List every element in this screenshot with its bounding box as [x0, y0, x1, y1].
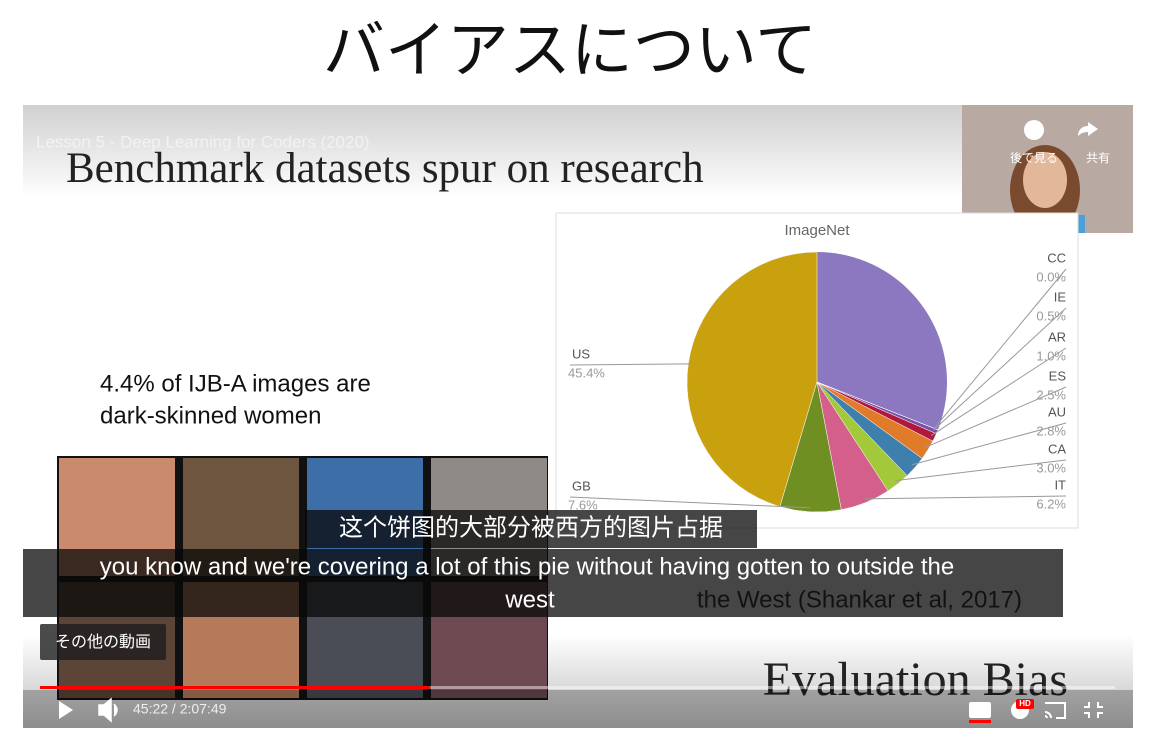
caption-english: west [504, 586, 555, 613]
pie-value-label: 0.5% [1036, 308, 1066, 323]
hd-badge [1016, 699, 1034, 709]
pie-value-label: 45.4% [568, 365, 605, 380]
caption-box [305, 510, 757, 548]
more-videos-button[interactable] [40, 624, 166, 660]
video-player[interactable]: Lesson 5 - Deep Learning for Coders (202… [23, 105, 1133, 728]
caption-box [23, 549, 1063, 617]
pie-slice [686, 251, 818, 507]
time-display: 45:22 / 2:07:49 [133, 701, 227, 717]
subtitles-active [969, 720, 991, 723]
play-button[interactable] [59, 701, 73, 719]
leader-line [924, 386, 1067, 449]
pie-slice [816, 381, 938, 431]
pie-value-label: 6.2% [1036, 496, 1066, 511]
pie-chart: ImageNet US 45.4% GB 7.6% IT 6.2% CA 3.0% AU 2.8%… [555, 212, 1079, 529]
video-title[interactable]: Lesson 5 - Deep Learning for Coders (202… [36, 132, 370, 151]
leader-line [911, 422, 1067, 466]
subtitles-button[interactable] [969, 702, 991, 718]
caption-chinese: 这个饼图的大部分被西方的图片占据 [339, 514, 723, 541]
chart-title: ImageNet [784, 222, 850, 239]
exit-fullscreen-button[interactable] [1084, 702, 1103, 718]
pie-label: AR [1048, 329, 1066, 344]
progress-track[interactable] [40, 686, 1115, 689]
progress-played[interactable] [40, 686, 430, 689]
pie-value-label: 2.8% [1036, 423, 1066, 438]
pie-label: GB [572, 478, 591, 493]
pie-label: US [572, 346, 590, 361]
watch-later-icon[interactable] [1024, 120, 1044, 140]
slide-footer: Evaluation Bias [763, 653, 1068, 706]
watch-later-label[interactable]: 後で見る [1010, 151, 1058, 165]
pie-value-label: 7.6% [568, 497, 598, 512]
pie-label: AU [1048, 404, 1066, 419]
caption-english: you know and we're covering a lot of thi… [100, 553, 954, 580]
pie-label: CA [1048, 441, 1066, 456]
slide-note: 4.4% of IJB-A images are [100, 370, 371, 397]
slide-note: dark-skinned women [100, 402, 321, 429]
leader-line [933, 307, 1067, 431]
leader-line [895, 459, 1067, 482]
leader-line [569, 363, 693, 366]
page-title: バイアスについて [323, 16, 817, 85]
pie-label: ES [1049, 368, 1067, 383]
hd-label: HD [1019, 699, 1031, 708]
leader-line [930, 347, 1067, 437]
controls-bg [23, 690, 1133, 728]
pie-value-label: 2.5% [1036, 387, 1066, 402]
pie-label: CC [1047, 250, 1066, 265]
pie-value-label: 3.0% [1036, 460, 1066, 475]
cast-button[interactable] [1044, 702, 1066, 719]
pie-value-label: 1.0% [1036, 348, 1066, 363]
share-icon[interactable] [1078, 122, 1098, 136]
slide-heading: Benchmark datasets spur on research [66, 145, 704, 192]
pie-label: IT [1054, 477, 1066, 492]
share-label[interactable]: 共有 [1086, 151, 1110, 165]
more-videos-label[interactable]: その他の動画 [55, 633, 151, 651]
pie-label: IE [1054, 289, 1067, 304]
leader-line [933, 268, 1067, 429]
volume-button[interactable] [98, 697, 118, 723]
webcam-face [1023, 152, 1067, 208]
pie-value-label: 0.0% [1036, 269, 1066, 284]
leader-line [864, 495, 1067, 500]
leader-line [569, 496, 811, 509]
